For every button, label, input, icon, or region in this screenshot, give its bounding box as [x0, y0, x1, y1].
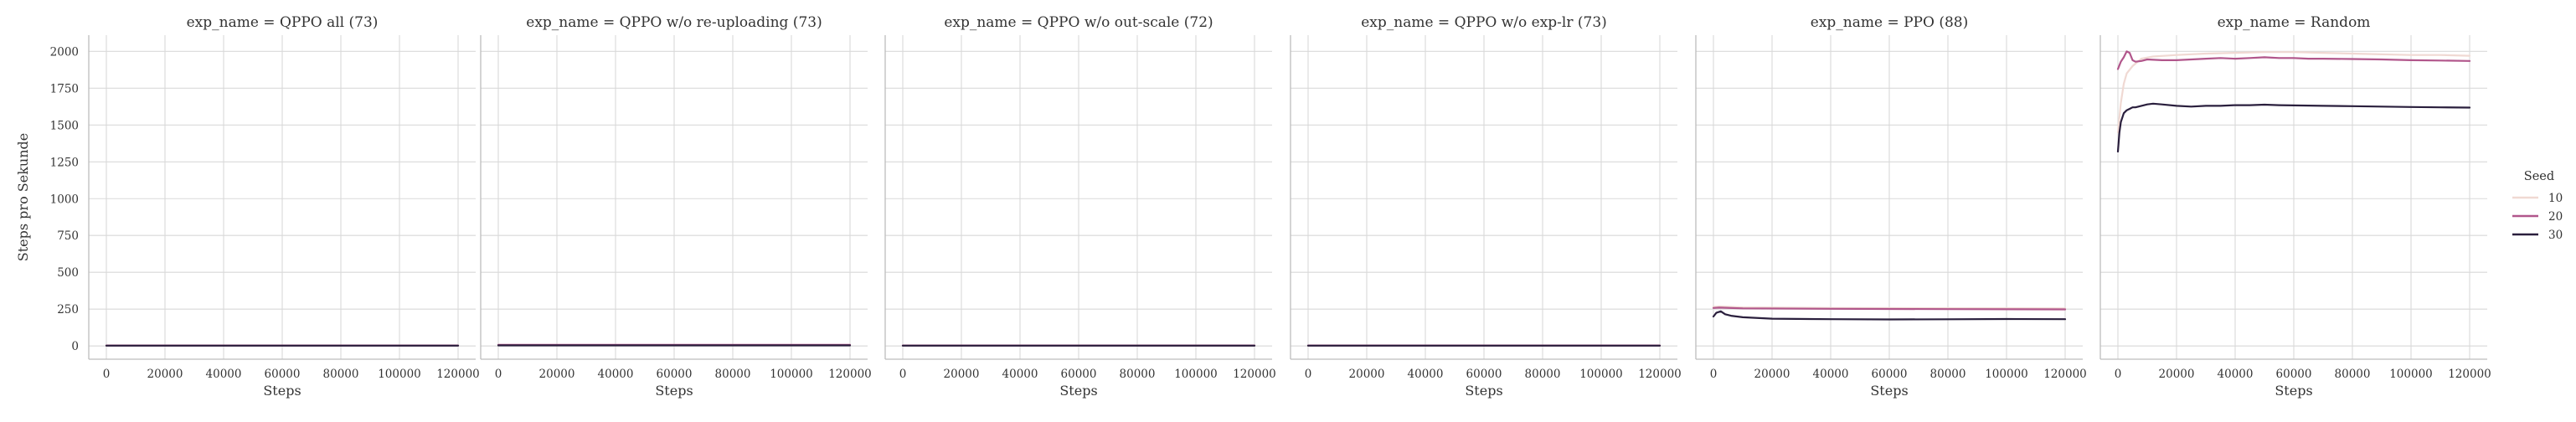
x-tick-label: 80000 [2335, 368, 2371, 381]
x-tick-label: 100000 [1174, 368, 1218, 381]
x-tick-label: 80000 [715, 368, 751, 381]
x-tick-label: 0 [899, 368, 907, 381]
x-axis-label: Steps [655, 383, 693, 399]
x-tick-label: 120000 [1233, 368, 1276, 381]
y-tick-label: 750 [57, 229, 79, 243]
x-tick-label: 60000 [2276, 368, 2312, 381]
y-tick-label: 2000 [50, 45, 79, 59]
legend-label-seed-30: 30 [2548, 229, 2563, 242]
x-tick-label: 100000 [1579, 368, 1623, 381]
x-tick-label: 40000 [1002, 368, 1038, 381]
x-tick-label: 120000 [1638, 368, 1682, 381]
x-tick-label: 100000 [1985, 368, 2028, 381]
y-tick-label: 250 [57, 303, 79, 316]
x-tick-label: 20000 [1349, 368, 1385, 381]
x-tick-label: 20000 [1754, 368, 1790, 381]
x-tick-label: 0 [495, 368, 502, 381]
x-axis-label: Steps [1465, 383, 1502, 399]
legend-label-seed-10: 10 [2548, 192, 2563, 205]
y-tick-label: 0 [71, 340, 79, 353]
x-tick-label: 80000 [1525, 368, 1561, 381]
x-tick-label: 0 [1710, 368, 1718, 381]
series-line-seed-30 [2116, 102, 2471, 153]
x-tick-label: 40000 [2218, 368, 2254, 381]
x-tick-label: 20000 [944, 368, 980, 381]
x-tick-label: 0 [1305, 368, 1312, 381]
x-axis-label: Steps [1870, 383, 1908, 399]
x-tick-label: 100000 [770, 368, 813, 381]
x-tick-label: 0 [103, 368, 111, 381]
x-tick-label: 20000 [147, 368, 183, 381]
x-tick-label: 80000 [1120, 368, 1156, 381]
series-line-seed-30 [1712, 310, 2067, 321]
panel-2: exp_name = QPPO w/o re-uploading (73) 0 20… [480, 14, 872, 399]
y-tick-label: 1000 [50, 193, 79, 206]
panel-title: exp_name = QPPO w/o exp-lr (73) [1361, 14, 1607, 31]
legend-label-seed-20: 20 [2548, 210, 2563, 224]
x-tick-label: 100000 [2389, 368, 2433, 381]
series-line-seed-20 [2116, 50, 2471, 70]
x-tick-label: 120000 [828, 368, 872, 381]
y-axis-label: Steps pro Sekunde [15, 133, 31, 261]
x-tick-label: 120000 [2448, 368, 2491, 381]
panel-4: exp_name = QPPO w/o exp-lr (73) 0 20000 400… [1290, 14, 1682, 399]
panels-layer: exp_name = QPPO all (73)0 20000 40000 60000… [15, 14, 2491, 399]
x-tick-label: 60000 [1872, 368, 1908, 381]
series-line-seed-10 [2116, 51, 2471, 134]
y-tick-label: 1750 [50, 82, 79, 95]
x-tick-label: 20000 [2159, 368, 2195, 381]
panel-3: exp_name = QPPO w/o out-scale (72) 0 20000… [884, 14, 1276, 399]
x-tick-label: 40000 [206, 368, 242, 381]
x-axis-label: Steps [1059, 383, 1097, 399]
x-tick-label: 80000 [1930, 368, 1966, 381]
x-tick-label: 80000 [323, 368, 359, 381]
series-line-seed-20 [1712, 306, 2067, 311]
y-tick-label: 1500 [50, 119, 79, 132]
panel-5: exp_name = PPO (88) 0 20000 40000 60000 80000… [1695, 14, 2087, 399]
y-tick-label: 1250 [50, 156, 79, 169]
panel-title: exp_name = PPO (88) [1811, 14, 1968, 31]
x-tick-label: 40000 [598, 368, 634, 381]
panel-title: exp_name = QPPO w/o out-scale (72) [944, 14, 1213, 31]
panel-6: exp_name = Random 0 20000 40000 60000 80000 10… [2099, 14, 2491, 399]
x-axis-label: Steps [263, 383, 301, 399]
x-tick-label: 120000 [436, 368, 480, 381]
x-axis-label: Steps [2275, 383, 2312, 399]
x-tick-label: 60000 [1061, 368, 1097, 381]
panel-title: exp_name = QPPO all (73) [187, 14, 379, 31]
x-tick-label: 60000 [1466, 368, 1502, 381]
x-tick-label: 40000 [1408, 368, 1444, 381]
x-tick-label: 20000 [539, 368, 575, 381]
panel-title: exp_name = QPPO w/o re-uploading (73) [526, 14, 822, 31]
panel-title: exp_name = Random [2218, 14, 2371, 31]
x-tick-label: 60000 [265, 368, 301, 381]
panel-1: exp_name = QPPO all (73)0 20000 40000 60000… [15, 14, 480, 399]
y-tick-label: 500 [57, 266, 79, 280]
x-tick-label: 120000 [2043, 368, 2087, 381]
x-tick-label: 60000 [657, 368, 693, 381]
x-tick-label: 40000 [1813, 368, 1849, 381]
legend: Seed 10 20 30 [2512, 170, 2563, 242]
x-tick-label: 100000 [378, 368, 421, 381]
legend-title: Seed [2524, 170, 2554, 183]
x-tick-label: 0 [2115, 368, 2122, 381]
